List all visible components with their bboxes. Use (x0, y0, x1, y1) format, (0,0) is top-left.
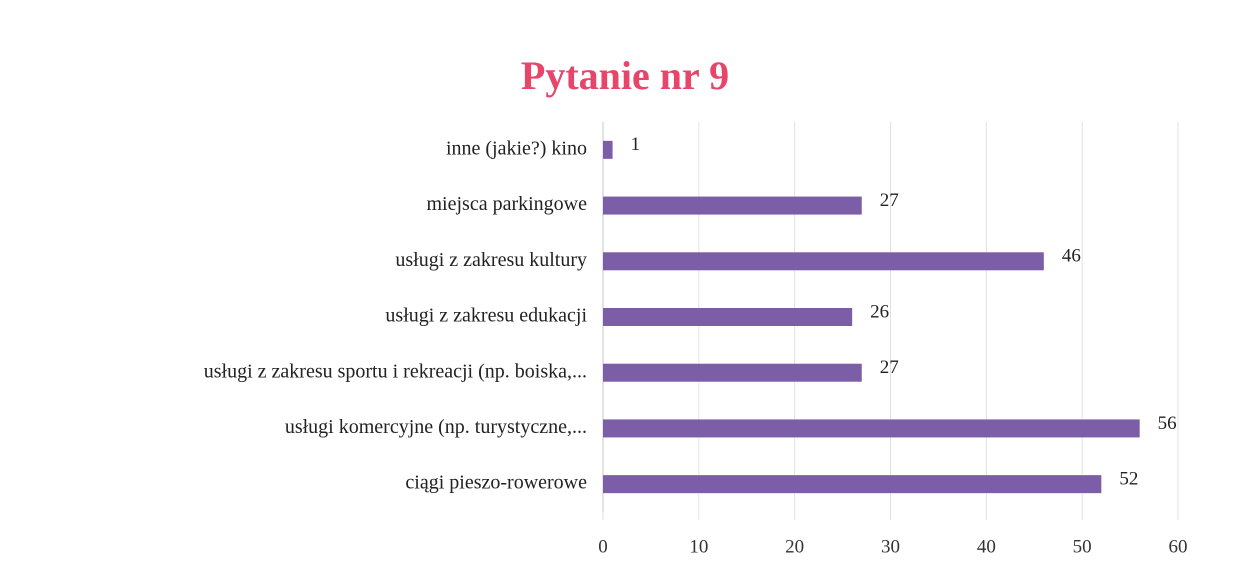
bar (603, 419, 1140, 438)
bar (603, 140, 613, 159)
y-tick-label: usługi komercyjne (np. turystyczne,... (285, 416, 587, 438)
y-tick-label: ciągi pieszo-rowerowe (405, 472, 587, 494)
x-tick-label: 40 (977, 536, 996, 557)
chart-title: Pytanie nr 9 (521, 53, 729, 98)
data-label: 46 (1062, 246, 1081, 267)
y-tick-label: miejsca parkingowe (427, 193, 588, 215)
data-label: 56 (1158, 413, 1177, 434)
x-tick-label: 50 (1073, 536, 1092, 557)
bar (603, 363, 862, 382)
bar (603, 252, 1044, 271)
x-tick-label: 20 (785, 536, 804, 557)
data-label: 1 (631, 134, 641, 155)
y-tick-label: usługi z zakresu kultury (395, 249, 587, 271)
data-label: 27 (880, 357, 899, 378)
x-tick-label: 60 (1169, 536, 1188, 557)
x-tick-label: 0 (598, 536, 608, 557)
data-label: 27 (880, 190, 899, 211)
bar (603, 475, 1102, 494)
y-tick-label: inne (jakie?) kino (446, 137, 587, 159)
data-label: 26 (870, 301, 889, 322)
y-tick-label: usługi z zakresu edukacji (385, 305, 587, 327)
y-tick-label: usługi z zakresu sportu i rekreacji (np.… (204, 360, 587, 382)
bar (603, 196, 862, 215)
data-label: 52 (1119, 469, 1138, 490)
bar (603, 308, 853, 326)
x-tick-label: 10 (689, 536, 708, 557)
x-tick-label: 30 (881, 536, 900, 557)
